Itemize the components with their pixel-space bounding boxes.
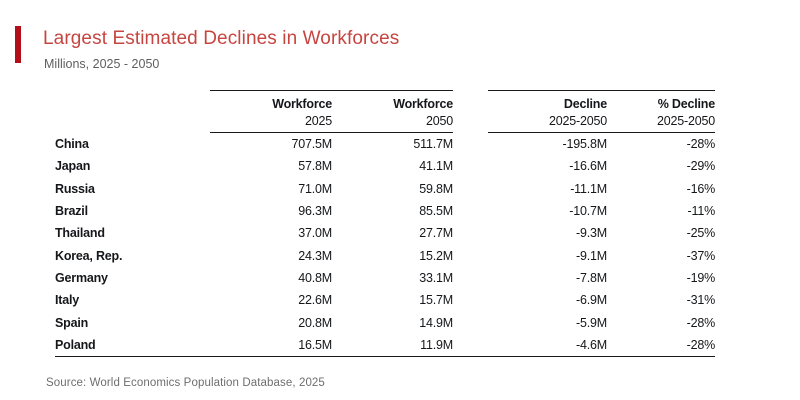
row-spacer: [453, 289, 488, 311]
row-spacer: [453, 311, 488, 333]
header-cell-country: [55, 90, 210, 133]
column-header-sublabel: 2025: [304, 114, 332, 128]
row-spacer: [453, 267, 488, 289]
workforce-2025-cell: 37.0M: [298, 226, 332, 241]
workforce-2050-cell: 41.1M: [419, 159, 453, 174]
decline-cell: -9.3M: [576, 226, 607, 241]
country-cell: Thailand: [55, 226, 105, 241]
workforce-2050-cell: 15.2M: [419, 248, 453, 263]
table-bottom-rule: [55, 355, 715, 357]
workforce-2050-cell: 27.7M: [419, 226, 453, 241]
header-cell-decline: Decline 2025-2050: [488, 90, 607, 133]
row-spacer: [453, 133, 488, 155]
country-cell: China: [55, 137, 89, 152]
column-header-sublabel: 2025-2050: [657, 114, 715, 128]
decline-cell: -10.7M: [569, 204, 607, 219]
row-spacer: [453, 155, 488, 177]
workforce-2025-cell: 20.8M: [298, 315, 332, 330]
workforce-2050-cell: 85.5M: [419, 204, 453, 219]
page-subtitle: Millions, 2025 - 2050: [44, 57, 160, 71]
workforce-2050-cell: 59.8M: [419, 181, 453, 196]
workforce-2025-cell: 71.0M: [298, 181, 332, 196]
country-cell: Italy: [55, 293, 80, 308]
workforce-2025-cell: 40.8M: [298, 270, 332, 285]
workforce-2050-cell: 14.9M: [419, 315, 453, 330]
header-cell-workforce-2050: Workforce 2050: [332, 90, 453, 133]
row-spacer: [453, 334, 488, 356]
workforce-2025-cell: 16.5M: [298, 337, 332, 352]
workforce-2050-cell: 33.1M: [419, 270, 453, 285]
decline-cell: -195.8M: [562, 137, 608, 152]
workforce-2025-cell: 22.6M: [298, 293, 332, 308]
pct-decline-cell: -25%: [686, 226, 716, 241]
pct-decline-cell: -28%: [686, 315, 716, 330]
pct-decline-cell: -11%: [687, 204, 716, 219]
decline-cell: -9.1M: [576, 248, 607, 263]
country-cell: Japan: [55, 159, 91, 174]
row-spacer: [453, 222, 488, 244]
column-header-label: Workforce: [393, 97, 453, 111]
country-cell: Korea, Rep.: [55, 248, 123, 263]
workforce-2050-cell: 15.7M: [419, 293, 453, 308]
pct-decline-cell: -19%: [686, 270, 716, 285]
pct-decline-cell: -28%: [686, 337, 716, 352]
workforce-2025-cell: 57.8M: [298, 159, 332, 174]
row-spacer: [453, 200, 488, 222]
row-spacer: [453, 178, 488, 200]
decline-cell: -11.1M: [570, 181, 607, 196]
country-cell: Russia: [55, 181, 95, 196]
decline-cell: -4.6M: [576, 337, 607, 352]
pct-decline-cell: -37%: [686, 248, 716, 263]
pct-decline-cell: -31%: [686, 293, 716, 308]
column-header-label: Decline: [563, 97, 607, 111]
pct-decline-cell: -29%: [686, 159, 716, 174]
country-cell: Poland: [55, 337, 96, 352]
page-title: Largest Estimated Declines in Workforces: [43, 28, 400, 49]
country-cell: Brazil: [55, 204, 88, 219]
workforce-table: Workforce 2025 Workforce 2050 Decline 20…: [55, 90, 715, 357]
workforce-2025-cell: 24.3M: [298, 248, 332, 263]
source-note: Source: World Economics Population Datab…: [46, 377, 325, 389]
header-cell-pct-decline: % Decline 2025-2050: [607, 90, 715, 133]
column-header-label: % Decline: [657, 97, 715, 111]
decline-cell: -6.9M: [576, 293, 607, 308]
country-cell: Germany: [55, 270, 108, 285]
workforce-2025-cell: 707.5M: [291, 137, 333, 152]
pct-decline-cell: -16%: [686, 181, 716, 196]
decline-cell: -16.6M: [569, 159, 607, 174]
workforce-2050-cell: 11.9M: [420, 337, 453, 352]
accent-bar: [15, 26, 21, 63]
workforce-2050-cell: 511.7M: [413, 137, 453, 152]
decline-cell: -5.9M: [576, 315, 607, 330]
column-header-sublabel: 2025-2050: [549, 114, 607, 128]
column-header-sublabel: 2050: [425, 114, 453, 128]
pct-decline-cell: -28%: [686, 137, 716, 152]
header-spacer: [453, 90, 488, 133]
column-header-label: Workforce: [272, 97, 332, 111]
workforce-2025-cell: 96.3M: [298, 204, 332, 219]
decline-cell: -7.8M: [576, 270, 607, 285]
row-spacer: [453, 244, 488, 266]
header-cell-workforce-2025: Workforce 2025: [210, 90, 332, 133]
country-cell: Spain: [55, 315, 89, 330]
